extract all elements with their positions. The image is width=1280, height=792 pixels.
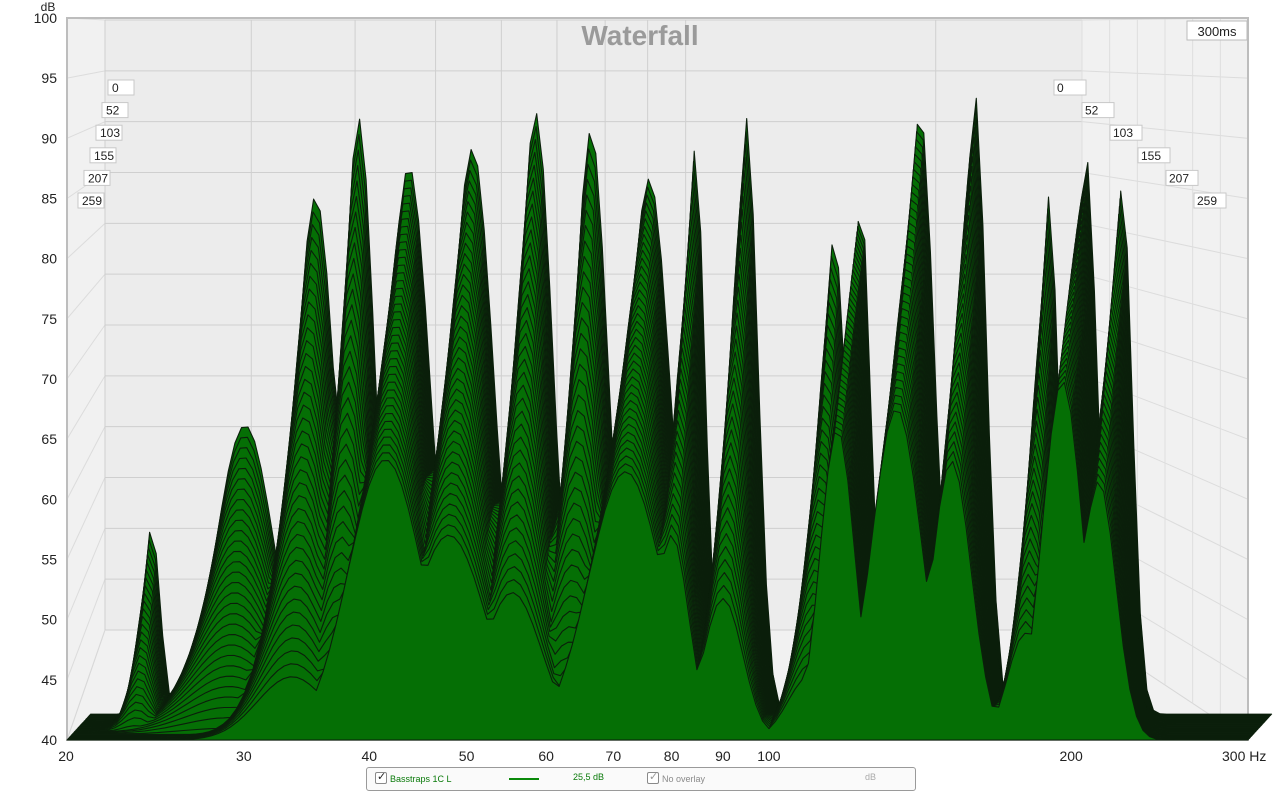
time-slice-text: 207 xyxy=(1169,171,1189,185)
waterfall-slices xyxy=(66,97,1273,741)
measurement-line-swatch xyxy=(509,778,539,780)
time-window-box xyxy=(1186,20,1248,41)
time-slice-box xyxy=(89,147,117,164)
time-slice-text: 259 xyxy=(1197,194,1217,208)
measurement-level: 25,5 dB xyxy=(573,772,605,782)
time-slice-label-left: 155 xyxy=(89,147,117,164)
time-slice-box xyxy=(1109,124,1143,141)
time-slice-label-left: 207 xyxy=(83,169,111,186)
time-slice-box xyxy=(1165,169,1199,186)
y-tick-label: 40 xyxy=(41,732,57,748)
y-tick-label: 90 xyxy=(41,130,57,146)
x-tick-label: 50 xyxy=(459,748,475,764)
grid-line-side xyxy=(66,578,106,681)
grid-line-floor xyxy=(66,629,106,741)
time-slice-box xyxy=(1137,147,1171,164)
time-slice-label-right: 155 xyxy=(1137,147,1171,164)
time-slice-box xyxy=(1053,79,1087,96)
time-slice-box xyxy=(1193,192,1227,209)
time-slice-text: 155 xyxy=(94,149,114,163)
chart-title: Waterfall xyxy=(581,20,698,51)
y-tick-label: 60 xyxy=(41,491,57,507)
x-tick-label: 40 xyxy=(361,748,377,764)
x-tick-label: 100 xyxy=(757,748,781,764)
time-slice-text: 0 xyxy=(1057,81,1064,95)
grid-line-side xyxy=(66,70,106,79)
time-slice-text: 155 xyxy=(1141,149,1161,163)
time-slice-label-left: 259 xyxy=(77,192,105,209)
grid-line-side xyxy=(66,426,106,500)
time-slice-text: 0 xyxy=(112,81,119,95)
time-slice-label-right: 259 xyxy=(1193,192,1227,209)
grid-line-side xyxy=(66,121,106,139)
time-slice-box xyxy=(77,192,105,209)
time-slice-label-left: 52 xyxy=(101,102,129,119)
grid-line-side xyxy=(66,477,106,560)
overlay-toggle[interactable]: No overlay xyxy=(647,770,706,784)
overlay-label: No overlay xyxy=(662,774,706,784)
legend-bar: Basstraps 1C L 25,5 dB No overlay dB xyxy=(366,767,916,791)
x-tick-label: 70 xyxy=(606,748,622,764)
time-slice-label-right: 207 xyxy=(1165,169,1199,186)
grid-line-side xyxy=(66,375,106,440)
x-tick-label: 90 xyxy=(715,748,731,764)
grid-line-side xyxy=(66,222,106,260)
measurement-name: Basstraps 1C L xyxy=(390,774,452,784)
y-tick-label: 45 xyxy=(41,672,57,688)
time-slice-label-left: 0 xyxy=(107,79,135,96)
time-slice-box xyxy=(101,102,129,119)
y-tick-label: 75 xyxy=(41,311,57,327)
y-tick-label: 80 xyxy=(41,251,57,267)
time-window-label: 300ms xyxy=(1197,24,1237,39)
y-tick-label: 85 xyxy=(41,191,57,207)
x-tick-label: 30 xyxy=(236,748,252,764)
waterfall-slice xyxy=(66,381,1249,741)
y-tick-label: 50 xyxy=(41,612,57,628)
time-slice-label-left: 103 xyxy=(95,124,123,141)
time-slice-box xyxy=(1081,102,1115,119)
grid-line-side xyxy=(66,273,106,320)
time-slice-box xyxy=(83,169,111,186)
y-tick-label: 65 xyxy=(41,431,57,447)
time-slice-box xyxy=(107,79,135,96)
time-slice-text: 103 xyxy=(1113,126,1133,140)
x-tick-label: 200 xyxy=(1059,748,1083,764)
waterfall-chart: 40 45 50 55 60 65 70 75 80 85 90 95 100 20 30 40 50 60 70 8… xyxy=(34,0,1273,764)
x-tick-label: 20 xyxy=(58,748,74,764)
time-slice-label-right: 0 xyxy=(1053,79,1087,96)
y-tick-label: 70 xyxy=(41,371,57,387)
time-slice-text: 52 xyxy=(106,104,120,118)
y-tick-label: 100 xyxy=(34,10,58,26)
time-slice-text: 103 xyxy=(100,126,120,140)
x-tick-label: 60 xyxy=(538,748,554,764)
y-tick-label: 55 xyxy=(41,552,57,568)
time-slice-text: 259 xyxy=(82,194,102,208)
time-slice-text: 207 xyxy=(88,171,108,185)
x-tick-label: 80 xyxy=(664,748,680,764)
measurement-toggle[interactable]: Basstraps 1C L xyxy=(375,770,452,784)
measurement-checkbox[interactable] xyxy=(375,770,387,784)
chart-axes: 40 45 50 55 60 65 70 75 80 85 90 95 100 20 30 40 50 60 70 8… xyxy=(34,10,1267,764)
grid-line-side xyxy=(66,528,106,620)
overlay-checkbox[interactable] xyxy=(647,770,659,784)
time-slice-box xyxy=(95,124,123,141)
legend-unit: dB xyxy=(865,772,877,782)
y-axis-unit-label: dB xyxy=(41,0,56,14)
time-slice-text: 52 xyxy=(1085,104,1099,118)
time-slice-label-right: 103 xyxy=(1109,124,1143,141)
grid-line-side xyxy=(66,324,106,380)
time-slice-label-right: 52 xyxy=(1081,102,1115,119)
y-tick-label: 95 xyxy=(41,70,57,86)
x-tick-label: 300 Hz xyxy=(1222,748,1266,764)
